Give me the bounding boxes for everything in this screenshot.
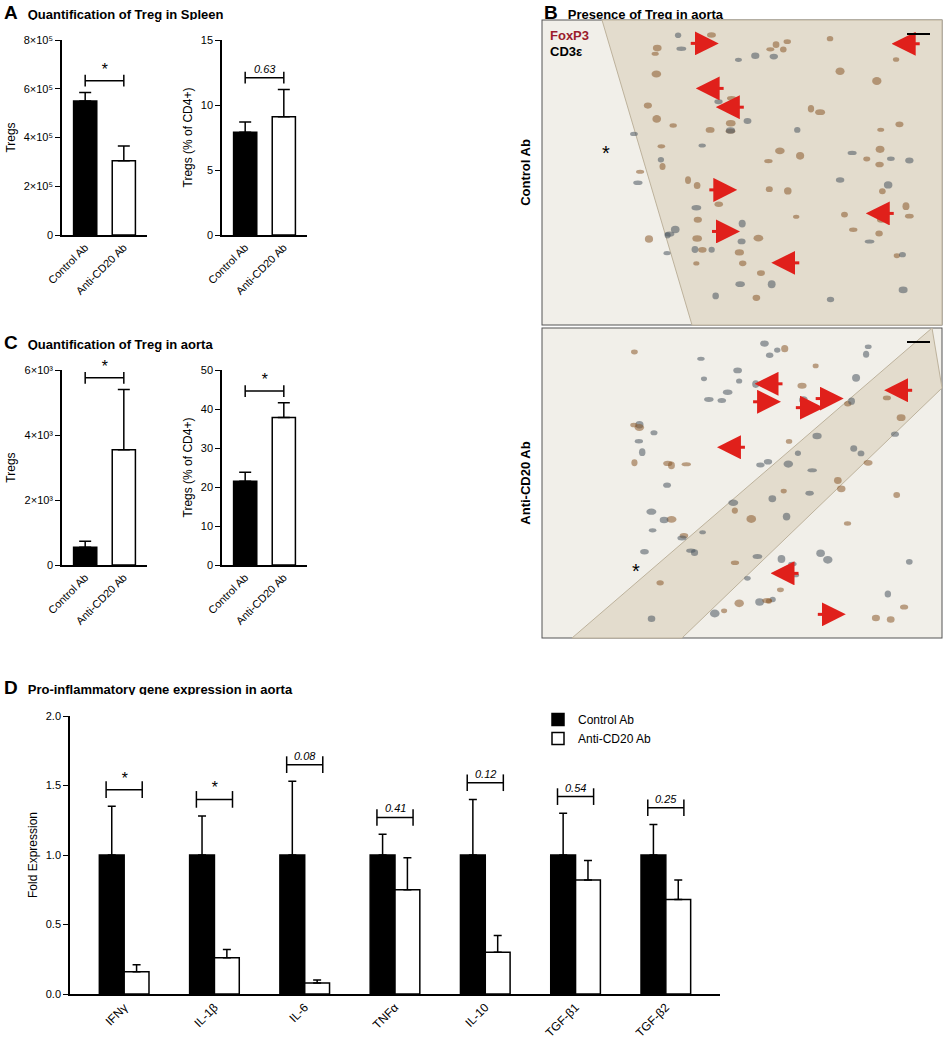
svg-text:0: 0 [47, 559, 53, 571]
html-text:Quantification of Treg in Sple: Quantification of Treg in Spleen [27, 7, 224, 22]
svg-text:*: * [632, 560, 640, 582]
svg-text:0: 0 [47, 229, 53, 241]
svg-text:1.5: 1.5 [46, 779, 61, 791]
svg-text:Control Ab: Control Ab [518, 139, 533, 206]
svg-text:40: 40 [201, 403, 213, 415]
svg-text:IL-1β: IL-1β [191, 1001, 220, 1030]
svg-text:0.5: 0.5 [46, 918, 61, 930]
svg-text:Control Ab: Control Ab [46, 241, 91, 286]
svg-text:0.54: 0.54 [565, 782, 586, 794]
svg-text:8×10⁵: 8×10⁵ [24, 34, 53, 46]
svg-text:50: 50 [201, 364, 213, 376]
svg-text:0.25: 0.25 [655, 793, 677, 805]
svg-text:*: * [211, 779, 218, 796]
svg-text:10: 10 [201, 99, 213, 111]
svg-text:0.0: 0.0 [46, 988, 61, 1000]
svg-text:6×10³: 6×10³ [25, 364, 54, 376]
svg-text:0.12: 0.12 [475, 768, 496, 780]
svg-text:4×10³: 4×10³ [25, 429, 54, 441]
svg-text:0.08: 0.08 [294, 750, 316, 762]
svg-text:30: 30 [201, 442, 213, 454]
svg-text:2×10³: 2×10³ [25, 494, 54, 506]
html-text:C: C [4, 332, 18, 353]
svg-text:FoxP3: FoxP3 [550, 28, 589, 43]
svg-text:Fold Expression: Fold Expression [26, 812, 40, 898]
svg-text:20: 20 [201, 481, 213, 493]
svg-text:Tregs (% of CD4+): Tregs (% of CD4+) [181, 418, 195, 518]
svg-text:Control Ab: Control Ab [578, 713, 634, 727]
svg-text:4×10⁵: 4×10⁵ [24, 131, 53, 143]
svg-text:Anti-CD20 Ab: Anti-CD20 Ab [578, 732, 651, 746]
html-text:D: D [4, 677, 18, 698]
svg-text:Control Ab: Control Ab [46, 571, 91, 616]
html-text:Presence of Treg in aorta: Presence of Treg in aorta [567, 7, 724, 22]
svg-text:Control Ab: Control Ab [206, 571, 251, 616]
svg-text:0.63: 0.63 [254, 63, 276, 75]
svg-text:Tregs (% of CD4+): Tregs (% of CD4+) [181, 88, 195, 188]
svg-text:Anti-CD20 Ab: Anti-CD20 Ab [518, 441, 533, 524]
svg-text:*: * [101, 358, 108, 375]
svg-text:*: * [602, 142, 610, 164]
svg-text:Anti-CD20 Ab: Anti-CD20 Ab [234, 241, 290, 297]
svg-text:10: 10 [201, 520, 213, 532]
svg-text:0.41: 0.41 [385, 802, 406, 814]
html-text:Pro-inflammatory gene expressi: Pro-inflammatory gene expression in aort… [27, 682, 293, 697]
svg-text:1.0: 1.0 [46, 849, 61, 861]
svg-text:TGF-β2: TGF-β2 [633, 1000, 673, 1040]
svg-text:Tregs: Tregs [4, 452, 18, 482]
svg-text:Anti-CD20 Ab: Anti-CD20 Ab [234, 571, 290, 627]
svg-text:Anti-CD20 Ab: Anti-CD20 Ab [74, 241, 130, 297]
svg-text:IL-10: IL-10 [462, 1000, 491, 1029]
svg-text:TNFα: TNFα [370, 1001, 401, 1032]
svg-text:CD3ε: CD3ε [550, 44, 582, 59]
svg-text:*: * [261, 371, 268, 388]
svg-text:TGF-β1: TGF-β1 [543, 1000, 583, 1040]
svg-text:*: * [121, 770, 128, 787]
svg-text:Anti-CD20 Ab: Anti-CD20 Ab [74, 571, 130, 627]
svg-text:Tregs: Tregs [4, 122, 18, 152]
svg-text:*: * [101, 61, 108, 78]
svg-text:2.0: 2.0 [46, 710, 61, 722]
html-text:A: A [4, 2, 18, 23]
svg-text:IFNγ: IFNγ [103, 1001, 131, 1029]
html-text:Quantification of Treg in aort: Quantification of Treg in aorta [27, 337, 213, 352]
svg-text:2×10⁵: 2×10⁵ [24, 180, 53, 192]
svg-text:Control Ab: Control Ab [206, 241, 251, 286]
svg-text:IL-6: IL-6 [287, 1000, 312, 1025]
svg-text:6×10⁵: 6×10⁵ [24, 83, 53, 95]
svg-text:5: 5 [207, 164, 213, 176]
svg-text:0: 0 [207, 559, 213, 571]
html-text:B: B [544, 2, 558, 23]
svg-text:15: 15 [201, 34, 213, 46]
svg-text:0: 0 [207, 229, 213, 241]
